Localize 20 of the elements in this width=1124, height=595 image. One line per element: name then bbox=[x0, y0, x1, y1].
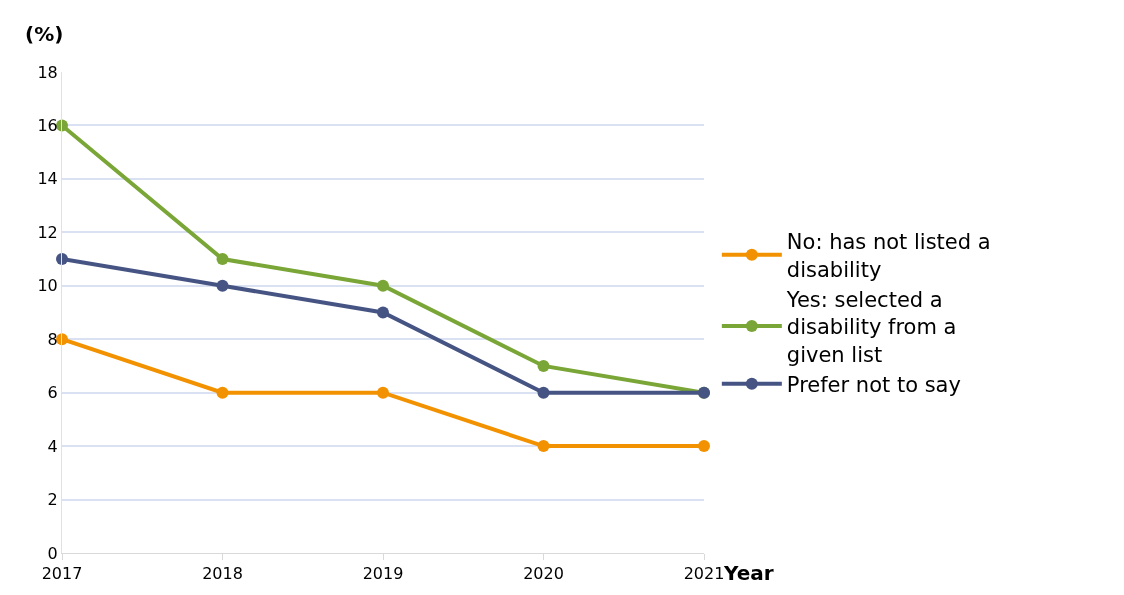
y-tick-label: 18 bbox=[37, 62, 58, 82]
x-tick-label: 2021 bbox=[683, 564, 725, 584]
y-tick-label: 12 bbox=[37, 222, 58, 242]
y-tick-label: 14 bbox=[37, 169, 58, 189]
y-tick-label: 6 bbox=[47, 383, 58, 403]
legend-label: No: has not listed a disability bbox=[786, 230, 991, 282]
x-tick-label: 2019 bbox=[362, 564, 404, 584]
y-tick-label: 0 bbox=[47, 543, 58, 563]
y-axis-title: (%) bbox=[25, 22, 64, 46]
x-axis-title: Year bbox=[723, 561, 774, 585]
legend-label: Prefer not to say bbox=[786, 372, 961, 397]
x-tick-label: 2017 bbox=[41, 564, 83, 584]
y-tick-label: 16 bbox=[37, 116, 58, 136]
y-tick-label: 8 bbox=[47, 329, 58, 349]
legend-label: Yes: selected a disability from a given list bbox=[785, 287, 957, 367]
x-tick-label: 2020 bbox=[523, 564, 564, 584]
y-tick-label: 2 bbox=[47, 490, 58, 510]
x-tick-label: 2018 bbox=[202, 564, 243, 584]
y-tick-label: 4 bbox=[47, 436, 58, 456]
y-tick-label: 10 bbox=[37, 276, 58, 296]
